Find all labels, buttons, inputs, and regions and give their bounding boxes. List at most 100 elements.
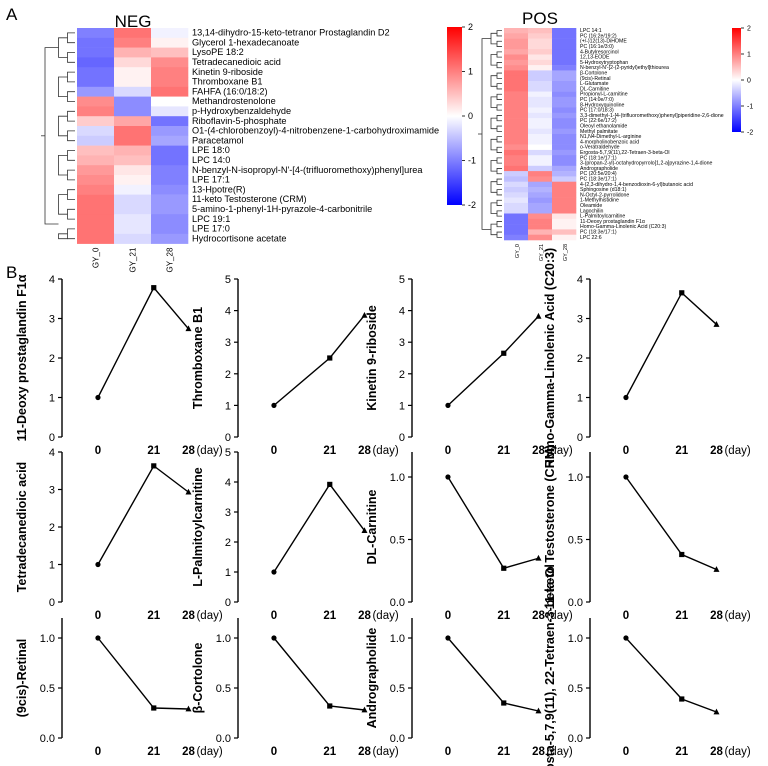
heatmap-row-label: O1-(4-chlorobenzoyl)-4-nitrobenzene-1-ca… bbox=[192, 126, 439, 136]
heatmap-cell bbox=[114, 77, 152, 88]
heatmap-cell bbox=[552, 202, 577, 209]
dendrogram-branch bbox=[58, 37, 68, 58]
heatmap-cell bbox=[552, 192, 577, 198]
heatmap-cell bbox=[504, 155, 529, 161]
data-point-square bbox=[327, 703, 333, 709]
dendrogram-branch bbox=[44, 47, 59, 225]
x-tick-label: 28 bbox=[710, 746, 723, 758]
heatmap-cell bbox=[114, 96, 152, 107]
heatmap-cell bbox=[151, 204, 189, 215]
color-scale-tick-label: -2 bbox=[747, 129, 753, 136]
heatmap-cell bbox=[151, 224, 189, 235]
heatmap-row-label: 3,3-dimethyl-1-[4-(trifluoromethoxy)phen… bbox=[580, 113, 724, 119]
heatmap-cell bbox=[552, 181, 577, 188]
heatmap-cell bbox=[552, 65, 577, 71]
heatmap-cell bbox=[77, 224, 115, 235]
x-tick-label: 21 bbox=[323, 445, 336, 457]
heatmap-row-label: PC (20:5e/20:4) bbox=[580, 171, 617, 177]
heatmap-cell bbox=[528, 171, 553, 177]
heatmap-cell bbox=[552, 144, 577, 151]
series-line bbox=[273, 637, 365, 711]
heatmap-column-label: GY_21 bbox=[539, 244, 545, 261]
dendrogram-branch bbox=[496, 125, 502, 132]
heatmap-cell bbox=[552, 75, 577, 82]
heatmap-cell bbox=[528, 224, 553, 230]
heatmap-cell bbox=[552, 43, 577, 50]
y-tick-label: 2 bbox=[49, 522, 55, 534]
y-axis-label: β-Cortolone bbox=[191, 643, 205, 714]
dendrogram-branch bbox=[67, 52, 75, 63]
heatmap-row-label: o-Veratraldehyde bbox=[580, 145, 620, 151]
data-point-square bbox=[327, 355, 333, 361]
dendrogram-branch bbox=[481, 38, 491, 230]
heatmap-cell bbox=[528, 86, 553, 92]
heatmap-cell bbox=[528, 139, 553, 145]
heatmap-row-label: 4-(2,3-dihydro-1,4-benzodioxin-6-yl)buta… bbox=[580, 182, 693, 188]
heatmap-cell bbox=[552, 123, 577, 129]
heatmap-cell bbox=[528, 134, 553, 140]
heatmap-cell bbox=[504, 139, 529, 145]
data-point-circle bbox=[95, 394, 101, 401]
dendrogram-branch bbox=[496, 157, 502, 164]
heatmap-row-label: (9cis)-Retinal bbox=[580, 76, 611, 82]
heatmap-cell bbox=[77, 106, 115, 117]
y-axis-label: Kinetin 9-riboside bbox=[365, 305, 379, 411]
data-point-square bbox=[679, 551, 685, 558]
heatmap-cell bbox=[528, 118, 553, 124]
data-point-circle bbox=[95, 561, 101, 568]
heatmap-cell bbox=[504, 112, 529, 119]
dendrogram-branch bbox=[67, 110, 75, 122]
color-scale-bar bbox=[732, 28, 741, 132]
heatmap-cell bbox=[504, 128, 529, 135]
series-line bbox=[273, 483, 366, 573]
y-tick-label: 3 bbox=[577, 314, 583, 326]
heatmap-cell bbox=[528, 187, 553, 193]
heatmap-row-label: DL-Carnitine bbox=[580, 86, 609, 92]
heatmap-row-label: 3-(propan-2-yl)-octahydropyrrolo[1,2-a]p… bbox=[580, 161, 712, 167]
heatmap-cell bbox=[552, 229, 577, 235]
heatmap-row-label: Homo-Gamma-Linolenic Acid (C20:3) bbox=[580, 224, 666, 230]
x-tick-label: 28 bbox=[182, 610, 195, 622]
heatmap-cell bbox=[528, 229, 553, 235]
heatmap-cell bbox=[77, 47, 115, 58]
dendrogram bbox=[41, 32, 75, 240]
heatmap-row-label: 5-Hydroxytryptophan bbox=[580, 60, 628, 66]
heatmap-row-label: 8-Hydroxyquinoline bbox=[580, 102, 625, 108]
heatmap-cell bbox=[528, 70, 553, 76]
dendrogram-branch bbox=[58, 155, 68, 176]
heatmap-cell bbox=[504, 229, 529, 235]
x-tick-label: 28 bbox=[182, 746, 195, 758]
heatmap-cell bbox=[114, 106, 152, 117]
heatmap-cell bbox=[552, 134, 577, 140]
heatmap-cell bbox=[504, 176, 529, 182]
x-tick-label: 28 bbox=[532, 445, 545, 457]
heatmap-pos: POS LPC 14:1PC (16:2e/19:2)(+/-)12(13)-Di… bbox=[478, 9, 753, 261]
y-tick-label: 2 bbox=[399, 369, 405, 381]
y-tick-label: 3 bbox=[399, 337, 405, 349]
heatmap-cell bbox=[504, 144, 529, 151]
dendrogram-branch bbox=[67, 71, 75, 83]
heatmap-cell bbox=[552, 102, 577, 108]
data-point-square bbox=[327, 481, 333, 487]
y-axis-label: Homo-Gamma-Linolenic Acid (C20:3) bbox=[543, 248, 557, 468]
data-point-square bbox=[151, 463, 157, 469]
heatmap-cell bbox=[114, 184, 152, 195]
dendrogram-branch bbox=[58, 233, 68, 240]
data-point-circle bbox=[623, 394, 629, 401]
heatmap-row-label: 4-Butylresorcinol bbox=[580, 49, 619, 55]
heatmap-row-label: LysoPE 18:2 bbox=[192, 47, 244, 57]
x-unit-label: (day) bbox=[196, 746, 222, 758]
heatmap-cell bbox=[528, 54, 553, 61]
line-chart: 0.0 0.5 1.0 Ergosta-5,7,9(11), 22-Tetraen-3… bbox=[543, 564, 751, 766]
data-point-circle bbox=[623, 635, 629, 641]
heatmap-cell bbox=[151, 86, 189, 97]
heatmap-row-label: N-Octyl-2-pyrrolidone bbox=[580, 192, 629, 198]
series-line bbox=[97, 286, 190, 398]
heatmap-cell bbox=[552, 187, 577, 193]
x-unit-label: (day) bbox=[724, 610, 750, 622]
y-tick-label: 0 bbox=[225, 432, 231, 444]
heatmap-cell bbox=[528, 91, 553, 98]
x-tick-label: 0 bbox=[445, 445, 451, 457]
heatmap-cell bbox=[528, 107, 553, 114]
